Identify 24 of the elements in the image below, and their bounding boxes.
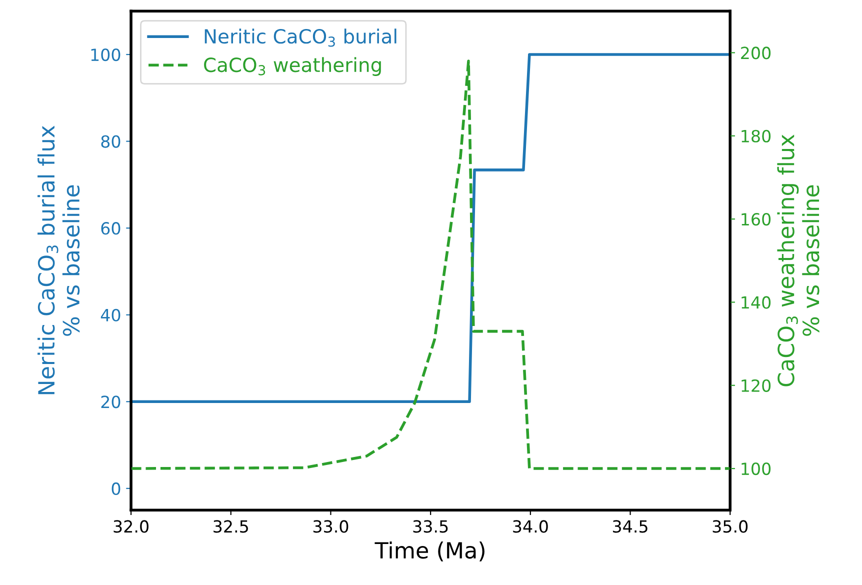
y2-axis-title: CaCO$_{3}$ weathering flux % vs baseline	[777, 134, 820, 386]
y-tick-label: 0	[112, 482, 120, 495]
x-tick-label: 32.5	[214, 520, 248, 533]
y-tick-label: 40	[100, 308, 120, 322]
y2-tick-label: 180	[742, 130, 771, 142]
y2-tick-label: 200	[741, 46, 771, 60]
x-axis-title: Time (Ma)	[374, 542, 484, 562]
x-tick-label: 35.0	[712, 520, 748, 533]
y-axis-title: Neritic CaCO$_{3}$ burial flux % vs baseline	[38, 126, 80, 394]
y2-tick-label: 120	[742, 379, 771, 392]
x-tick-label: 34.0	[513, 520, 548, 533]
y-tick-label: 80	[101, 135, 120, 148]
x-tick-label: 33.0	[313, 520, 348, 533]
y2-tick-label: 140	[742, 296, 771, 309]
legend-label: Neritic CaCO$_{3}$ burial	[204, 28, 396, 47]
x-tick-label: 33.5	[413, 520, 448, 533]
y2-tick-label: 100	[742, 462, 771, 476]
y2-tick-label: 160	[742, 212, 771, 226]
legend-label: CaCO$_{3}$ weathering	[204, 57, 381, 76]
x-tick-label: 32.0	[114, 520, 148, 533]
y-tick-label: 100	[91, 48, 120, 62]
y-tick-label: 20	[101, 396, 120, 408]
y-tick-label: 60	[101, 222, 120, 235]
x-tick-label: 34.5	[612, 520, 648, 533]
